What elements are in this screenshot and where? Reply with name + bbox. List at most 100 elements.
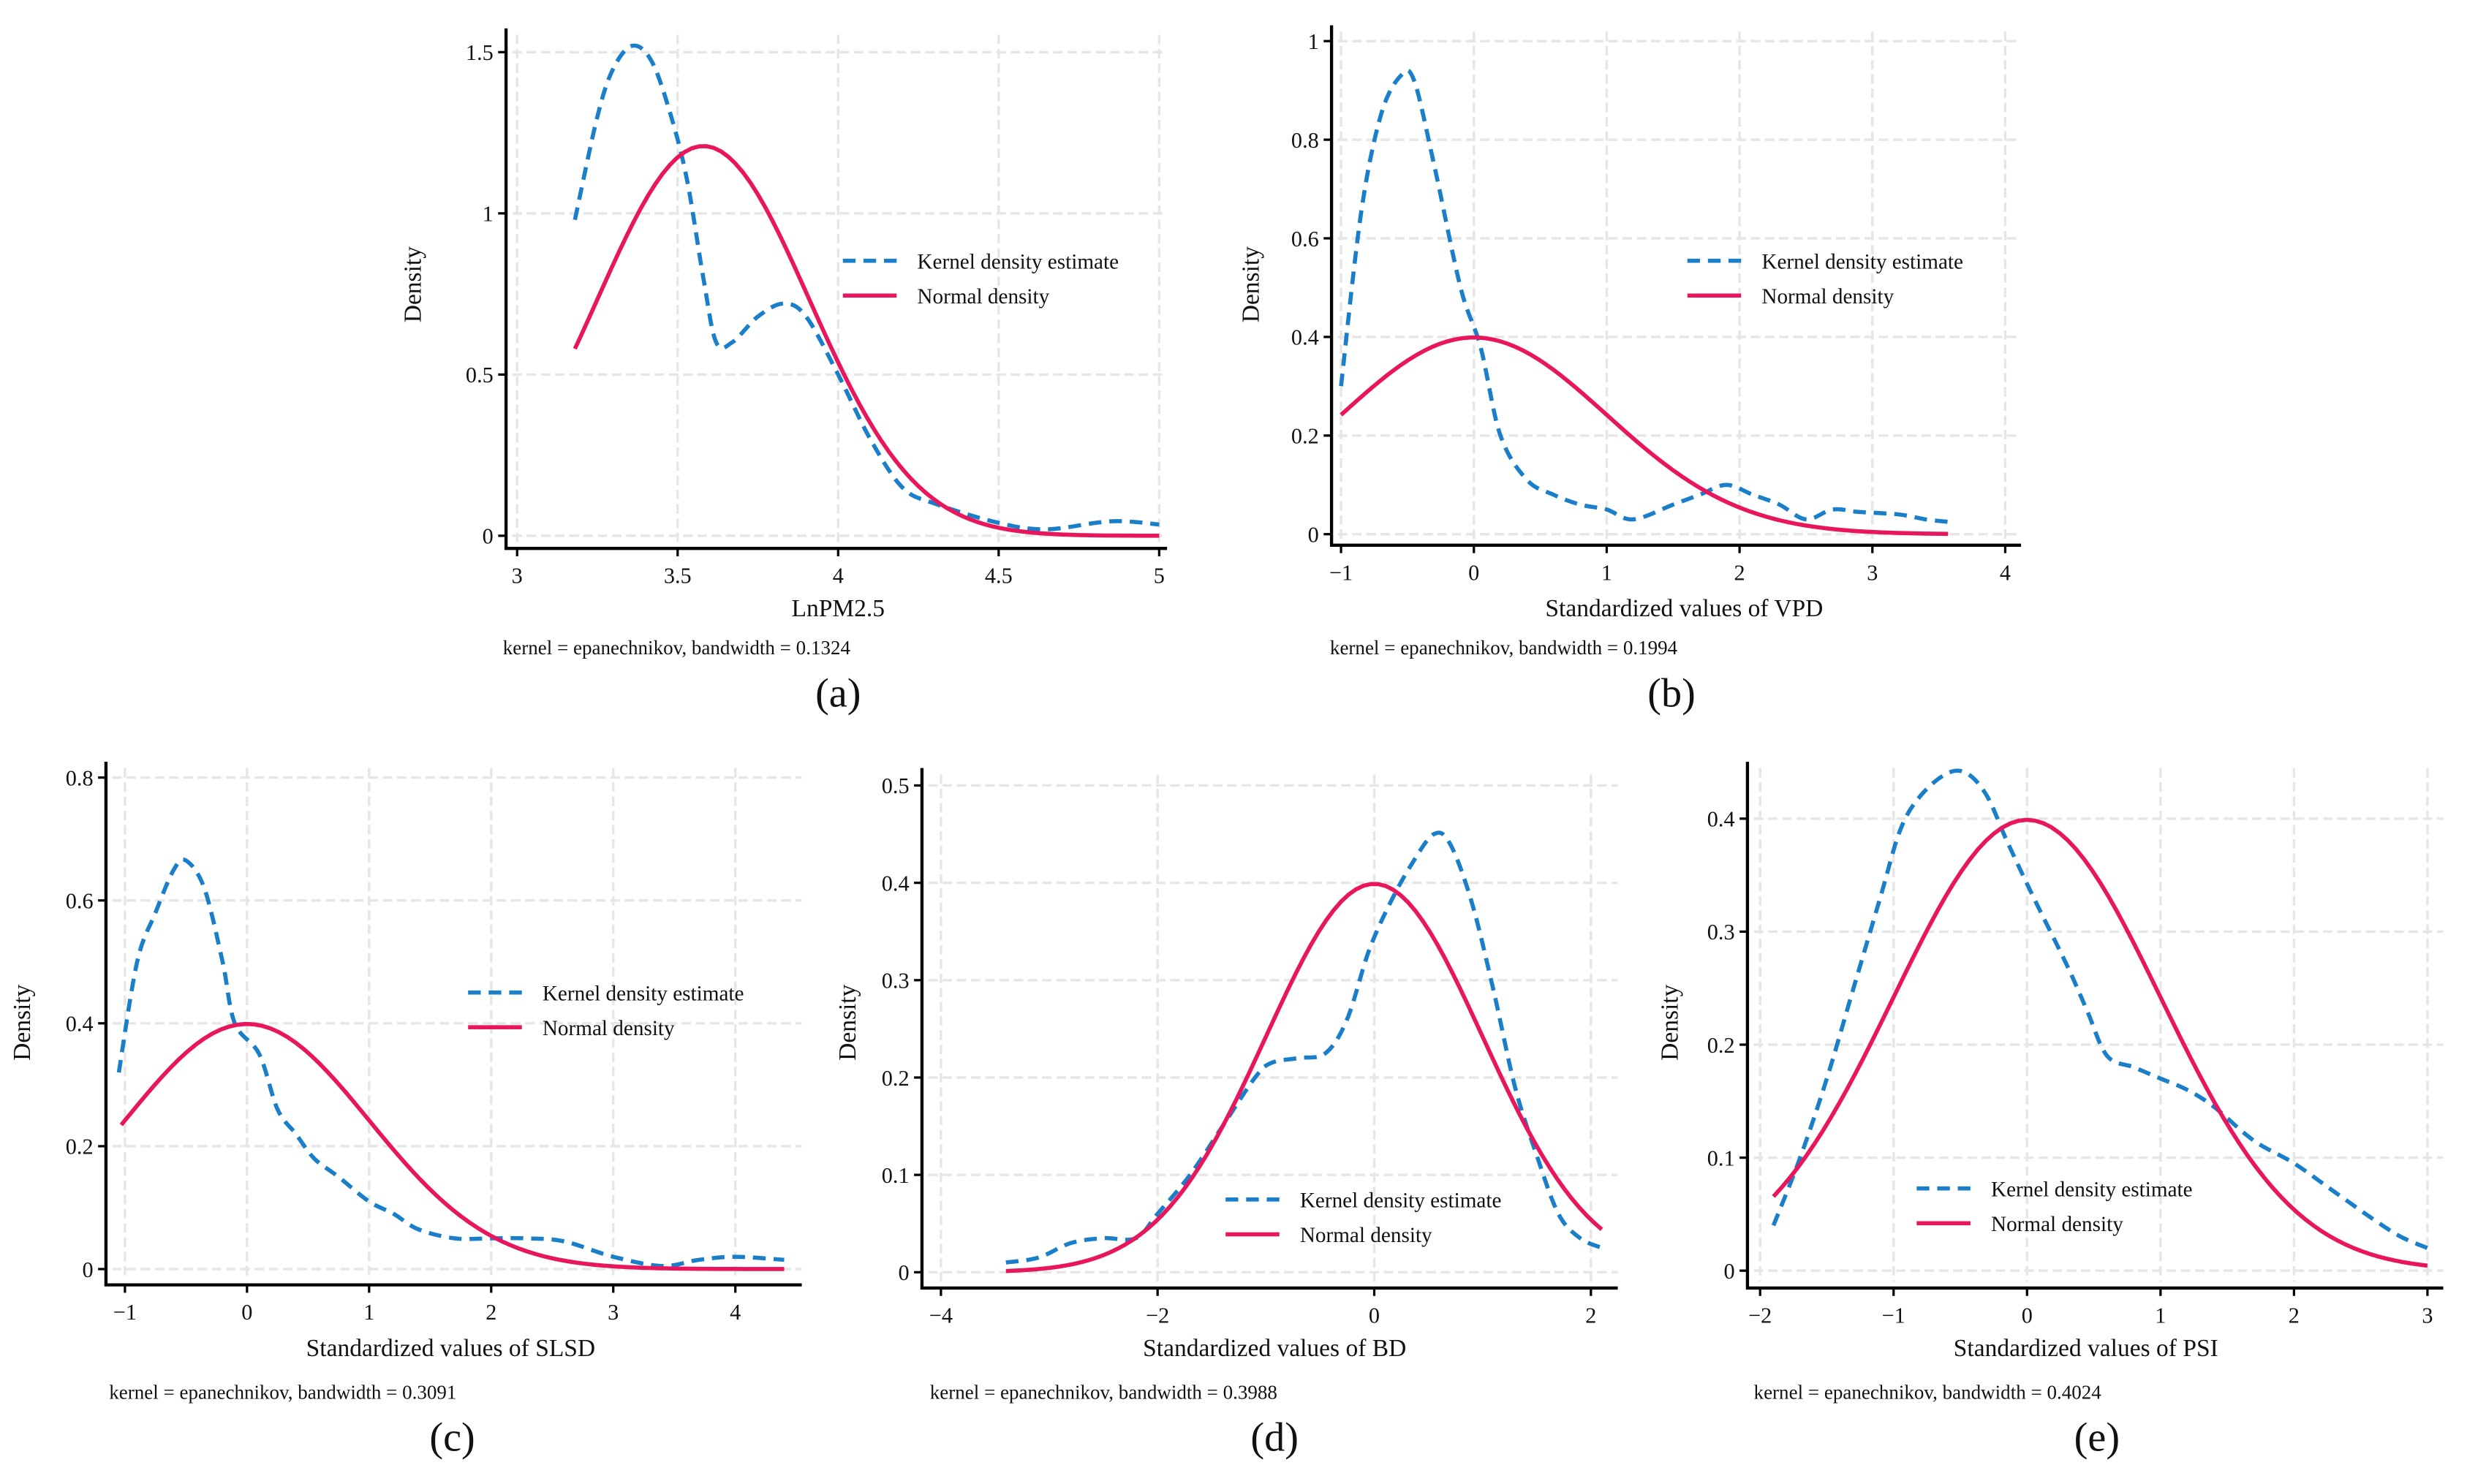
- y-tick-label: 0.5: [466, 363, 494, 387]
- x-tick-label: 3: [1867, 560, 1878, 585]
- legend-kde-label: Kernel density estimate: [543, 982, 744, 1005]
- panel-label: (e): [2074, 1415, 2120, 1461]
- normal-density-line: [1772, 817, 2428, 1268]
- kde-line: [573, 43, 1160, 531]
- panel-c: −1 0 1 2 3 4 0 0.2 0.4 0.6 0.8 Kernel density estim…: [9, 762, 802, 1461]
- y-tick-label: 0.2: [882, 1066, 910, 1091]
- y-tick-label: 0.2: [1707, 1033, 1735, 1058]
- panel-label: (c): [429, 1415, 475, 1461]
- axes: [1745, 762, 2444, 1290]
- y-tick-label: 0.5: [882, 773, 910, 798]
- y-tick-label: 0.3: [1707, 920, 1735, 944]
- x-tick-label: −1: [1329, 560, 1353, 585]
- x-tick-label: 3: [512, 564, 523, 588]
- x-tick-label: 3: [608, 1300, 619, 1325]
- x-tick-label: 2: [2289, 1303, 2300, 1328]
- x-tick-label: −4: [929, 1303, 953, 1328]
- panel-b: −1 0 1 2 3 4 0 0.2 0.4 0.6 0.8 1 Kernel density esti…: [1238, 25, 2022, 716]
- x-axis-label: LnPM2.5: [792, 595, 885, 622]
- axes: [1329, 25, 2022, 548]
- kernel-note: kernel = epanechnikov, bandwidth = 0.398…: [930, 1381, 1277, 1403]
- legend-normal-label: Normal density: [1300, 1224, 1432, 1247]
- y-tick-label: 0: [1308, 523, 1319, 548]
- kde-line: [1771, 768, 2429, 1250]
- y-tick-label: 0.4: [882, 871, 910, 896]
- y-tick-label: 0.4: [1707, 807, 1735, 832]
- x-tick-label: 0: [2022, 1303, 2033, 1328]
- x-tick-label: 0: [1468, 560, 1479, 585]
- legend-normal-label: Normal density: [917, 285, 1049, 308]
- y-tick-label: 0.3: [882, 969, 910, 993]
- x-tick-label: −1: [1882, 1303, 1905, 1328]
- y-tick-label: 1.5: [466, 40, 494, 65]
- x-tick-label: 4: [730, 1300, 741, 1325]
- y-tick-label: 0.6: [1291, 227, 1319, 251]
- axes: [504, 28, 1168, 550]
- x-tick-label: −2: [1146, 1303, 1169, 1328]
- y-tick-label: 0.4: [1291, 325, 1319, 350]
- normal-density-line: [573, 144, 1160, 538]
- legend-kde-label: Kernel density estimate: [917, 251, 1119, 274]
- panel-d: −4 −2 0 2 0 0.1 0.2 0.3 0.4 0.5 Kernel density est…: [834, 768, 1618, 1461]
- legend-normal-label: Normal density: [1761, 285, 1894, 308]
- y-tick-label: 0: [82, 1257, 93, 1282]
- y-tick-label: 0: [1723, 1259, 1734, 1284]
- legend-kde-label: Kernel density estimate: [1761, 251, 1963, 274]
- x-tick-label: 2: [486, 1300, 496, 1325]
- x-tick-label: 4.5: [985, 564, 1013, 588]
- x-axis-label: Standardized values of PSI: [1954, 1335, 2218, 1362]
- kernel-note: kernel = epanechnikov, bandwidth = 0.402…: [1754, 1381, 2102, 1403]
- x-tick-label: 2: [1585, 1303, 1596, 1328]
- x-tick-label: 4: [2000, 560, 2011, 585]
- x-tick-label: 4: [833, 564, 844, 588]
- kernel-note: kernel = epanechnikov, bandwidth = 0.199…: [1330, 637, 1678, 659]
- kde-line: [1005, 830, 1603, 1265]
- legend-normal-label: Normal density: [1991, 1213, 2123, 1236]
- kernel-note: kernel = epanechnikov, bandwidth = 0.132…: [503, 637, 851, 659]
- axes: [104, 762, 802, 1287]
- y-tick-label: 0.1: [882, 1163, 910, 1188]
- x-tick-label: 1: [2155, 1303, 2166, 1328]
- panel-e: −2 −1 0 1 2 3 0 0.1 0.2 0.3 0.4 Kernel density esti…: [1657, 762, 2444, 1461]
- kde-line: [1339, 68, 1949, 524]
- x-tick-label: 5: [1154, 564, 1165, 588]
- y-axis-label: Density: [1657, 984, 1684, 1060]
- y-tick-label: 1: [1308, 29, 1319, 54]
- normal-density-line: [119, 1021, 785, 1271]
- x-tick-label: −1: [113, 1300, 137, 1325]
- y-axis-label: Density: [9, 984, 36, 1060]
- x-tick-label: 1: [1601, 560, 1612, 585]
- y-tick-label: 0.8: [66, 765, 94, 790]
- y-tick-label: 0: [898, 1260, 909, 1285]
- y-tick-label: 0.2: [1291, 424, 1319, 449]
- x-tick-label: 0: [1369, 1303, 1380, 1328]
- y-tick-label: 0.4: [66, 1012, 94, 1037]
- x-tick-label: −2: [1748, 1303, 1772, 1328]
- x-tick-label: 3.5: [664, 564, 692, 588]
- y-tick-label: 1: [483, 202, 494, 227]
- kernel-note: kernel = epanechnikov, bandwidth = 0.309…: [109, 1381, 456, 1403]
- y-tick-label: 0.1: [1707, 1146, 1735, 1170]
- x-tick-label: 3: [2422, 1303, 2433, 1328]
- y-tick-label: 0.8: [1291, 128, 1319, 153]
- panel-label: (b): [1647, 670, 1696, 716]
- panel-label: (d): [1250, 1415, 1299, 1461]
- x-axis-label: Standardized values of VPD: [1545, 595, 1823, 622]
- panel-label: (a): [815, 670, 861, 716]
- legend-kde-label: Kernel density estimate: [1300, 1189, 1502, 1213]
- x-tick-label: 1: [363, 1300, 374, 1325]
- y-tick-label: 0: [483, 524, 494, 549]
- y-axis-label: Density: [399, 246, 426, 322]
- x-axis-label: Standardized values of BD: [1143, 1335, 1406, 1362]
- y-axis-label: Density: [834, 984, 861, 1060]
- x-tick-label: 0: [241, 1300, 252, 1325]
- panel-a: 3 3.5 4 4.5 5 0 0.5 1 1.5 Kernel density estimate…: [399, 28, 1168, 716]
- legend-normal-label: Normal density: [543, 1017, 675, 1040]
- y-tick-label: 0.2: [66, 1135, 94, 1159]
- legend-kde-label: Kernel density estimate: [1991, 1178, 2193, 1202]
- x-tick-label: 2: [1734, 560, 1745, 585]
- y-axis-label: Density: [1238, 246, 1265, 322]
- normal-density-line: [1340, 335, 1949, 537]
- y-tick-label: 0.6: [66, 889, 94, 914]
